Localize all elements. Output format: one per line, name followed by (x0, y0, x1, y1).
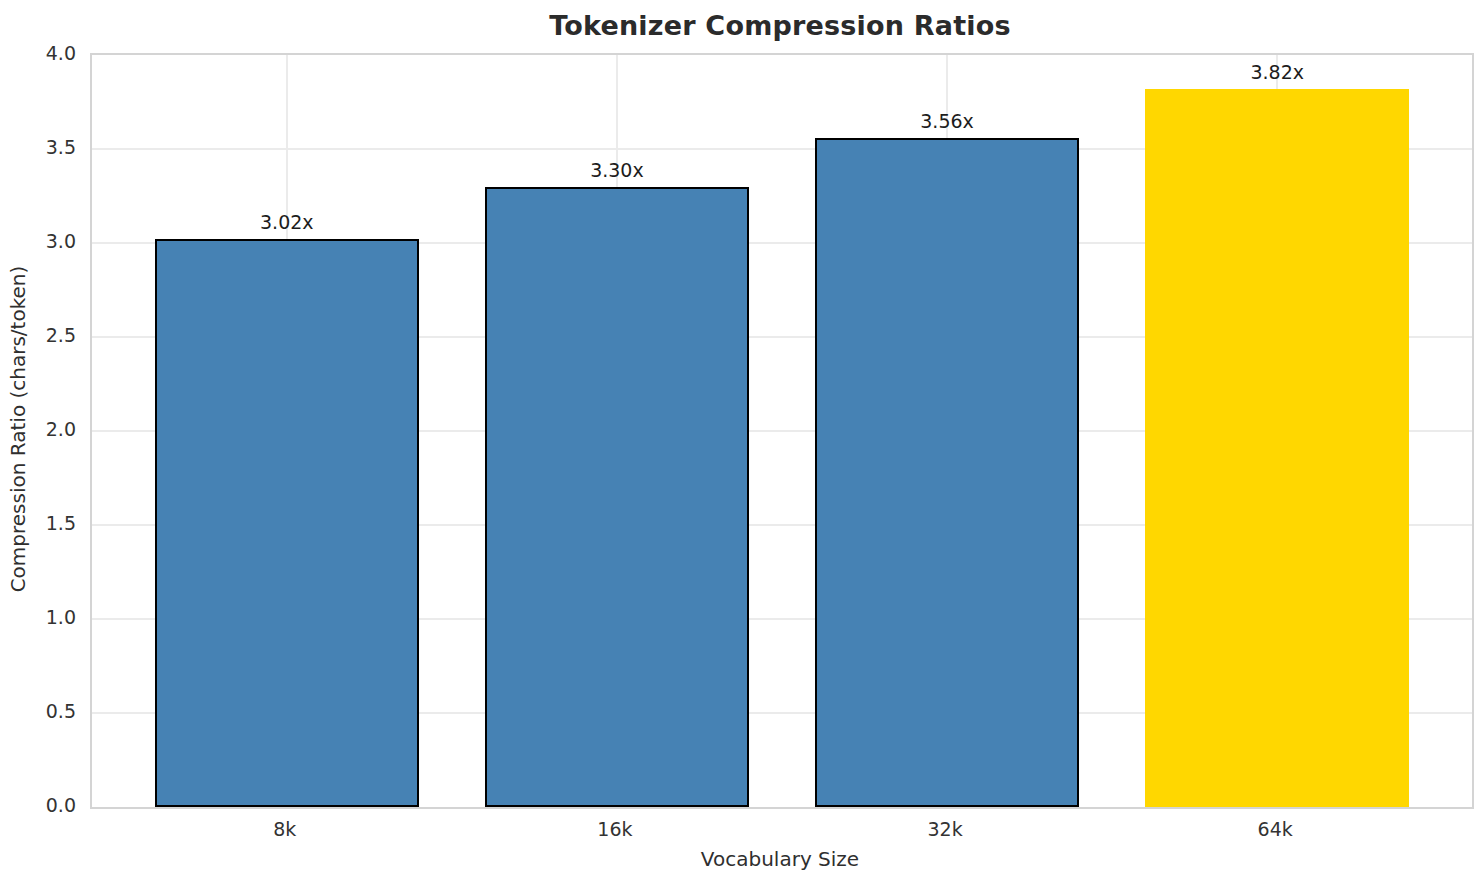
bar-value-label: 3.82x (1207, 61, 1347, 83)
bar-value-label: 3.56x (877, 110, 1017, 132)
x-tick-label: 16k (545, 818, 685, 840)
y-tick-label: 2.0 (0, 418, 76, 440)
plot-area: 3.02x 3.30x 3.56x 3.82x (90, 53, 1474, 809)
y-tick-label: 2.5 (0, 324, 76, 346)
x-axis-label: Vocabulary Size (90, 847, 1470, 871)
x-tick-label: 64k (1205, 818, 1345, 840)
bar-64k (1145, 89, 1409, 807)
bar-chart-figure: Tokenizer Compression Ratios Compression… (0, 0, 1484, 885)
y-tick-label: 3.0 (0, 230, 76, 252)
y-tick-label: 3.5 (0, 136, 76, 158)
x-tick-label: 32k (875, 818, 1015, 840)
y-tick-label: 1.0 (0, 606, 76, 628)
chart-title: Tokenizer Compression Ratios (90, 10, 1470, 41)
bar-32k (815, 138, 1079, 807)
bar-value-label: 3.30x (547, 159, 687, 181)
bar-8k (155, 239, 419, 807)
y-tick-label: 4.0 (0, 42, 76, 64)
bar-value-label: 3.02x (217, 211, 357, 233)
bars-layer: 3.02x 3.30x 3.56x 3.82x (92, 55, 1472, 807)
bar-16k (485, 187, 749, 807)
x-tick-label: 8k (215, 818, 355, 840)
y-tick-label: 1.5 (0, 512, 76, 534)
y-tick-label: 0.5 (0, 700, 76, 722)
y-tick-label: 0.0 (0, 794, 76, 816)
